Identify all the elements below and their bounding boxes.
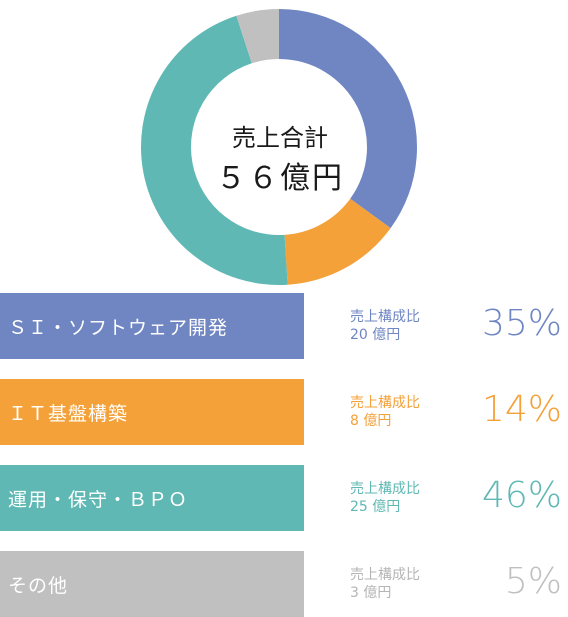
segment-ratio-label: 売上構成比: [350, 481, 420, 497]
segment-ratio-label: 売上構成比: [350, 309, 420, 325]
segment-label-bar: その他: [0, 551, 304, 617]
segment-amount: 3 億円: [350, 585, 392, 601]
donut-slice: [284, 198, 391, 285]
segment-row-infra: ＩＴ基盤構築 売上構成比 8 億円 14%: [0, 379, 568, 445]
segment-ratio-label: 売上構成比: [350, 567, 420, 583]
segment-percent: 5%: [504, 561, 562, 602]
segment-percent: 14%: [481, 389, 562, 430]
donut-slice: [279, 9, 417, 229]
segment-row-si: ＳＩ・ソフトウェア開発 売上構成比 20 億円 35%: [0, 293, 568, 359]
segment-amount: 8 億円: [350, 413, 392, 429]
segment-percent: 46%: [481, 475, 562, 516]
segment-ratio-label: 売上構成比: [350, 395, 420, 411]
donut-chart: [141, 9, 417, 285]
donut-slice: [236, 9, 279, 64]
donut-center-value: ５６億円: [216, 161, 344, 196]
segment-row-operations: 運用・保守・ＢＰＯ 売上構成比 25 億円 46%: [0, 465, 568, 531]
segment-percent: 35%: [481, 303, 562, 344]
donut-slice: [141, 15, 288, 285]
segment-label-bar: ＩＴ基盤構築: [0, 379, 304, 445]
donut-center-label: 売上合計: [232, 124, 328, 152]
segment-amount: 20 億円: [350, 327, 401, 343]
segment-row-other: その他 売上構成比 3 億円 5%: [0, 551, 568, 617]
segment-label-bar: 運用・保守・ＢＰＯ: [0, 465, 304, 531]
segment-amount: 25 億円: [350, 499, 401, 515]
segment-label-bar: ＳＩ・ソフトウェア開発: [0, 293, 304, 359]
